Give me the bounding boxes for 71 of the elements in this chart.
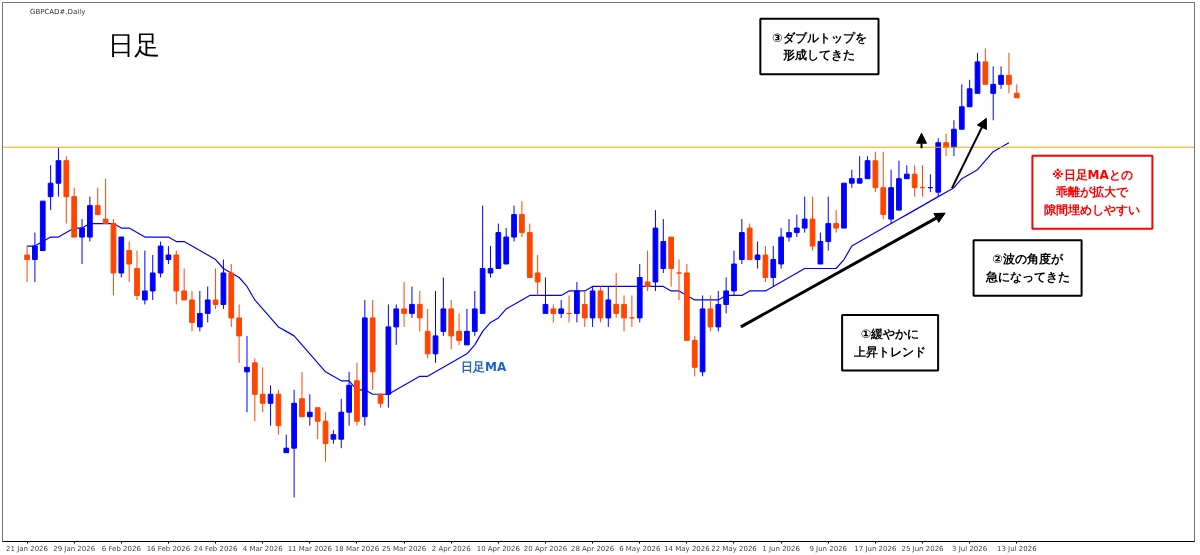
candlestick — [990, 65, 997, 121]
candlestick — [833, 209, 839, 234]
candlestick — [793, 214, 800, 238]
candlestick — [471, 290, 478, 337]
candlestick — [519, 200, 525, 238]
text: ※日足MAとの乖離が拡大で隙間埋めしやすい — [1044, 167, 1141, 217]
candlestick — [605, 285, 612, 328]
candlestick — [197, 290, 203, 332]
candlestick — [55, 146, 62, 198]
candlestick — [322, 411, 329, 463]
candlestick — [943, 133, 949, 157]
candlestick — [958, 83, 965, 130]
candlestick — [236, 303, 242, 364]
candlestick — [416, 290, 423, 332]
candlestick — [204, 285, 211, 323]
candlestick — [817, 232, 824, 265]
candlestick — [864, 155, 871, 180]
annotation: ②波の角度が急になってきた — [984, 252, 1070, 284]
candlestick — [707, 294, 714, 332]
candlestick — [189, 290, 195, 332]
candlestick — [801, 196, 808, 234]
candlestick — [102, 178, 109, 225]
series-label: 日足MA — [461, 359, 507, 374]
candlestick — [511, 205, 517, 243]
candlestick — [951, 119, 957, 157]
candlestick — [299, 371, 305, 418]
candlestick — [456, 312, 462, 346]
candlestick — [393, 303, 400, 346]
candlestick — [762, 245, 769, 283]
candlestick — [1006, 52, 1012, 94]
annotation: ③ダブルトップを形成してきた — [772, 30, 867, 63]
candlestick — [911, 164, 918, 198]
chart-title: 日足 — [107, 30, 160, 61]
candlestick — [723, 276, 729, 314]
candlestick — [982, 47, 989, 85]
candlestick — [126, 241, 133, 283]
candlestick — [306, 393, 313, 427]
candlestick — [754, 241, 761, 270]
candlestick — [825, 196, 832, 252]
candlestick — [715, 290, 722, 332]
candlestick — [621, 294, 627, 332]
candlestick — [613, 272, 620, 319]
candlestick — [581, 290, 588, 328]
candlestick — [32, 232, 38, 283]
candlestick — [181, 268, 187, 301]
candlestick — [94, 187, 101, 216]
candlestick — [314, 407, 321, 440]
candlestick — [574, 281, 580, 323]
candlestick — [644, 250, 651, 292]
candlestick — [244, 335, 250, 413]
candlestick — [998, 65, 1004, 90]
candlestick — [534, 254, 541, 296]
candlestick — [24, 245, 30, 283]
candlestick — [212, 268, 219, 310]
annotation: ①緩やかに上昇トレンド — [853, 327, 927, 359]
candlestick — [149, 254, 156, 301]
candlestick — [432, 290, 439, 364]
candlestick — [267, 384, 274, 427]
candlestick — [440, 276, 447, 337]
candlestick — [856, 155, 863, 184]
candlestick — [409, 285, 415, 319]
candlestick — [786, 218, 792, 243]
candlestick — [47, 164, 54, 211]
candlestick — [401, 281, 407, 328]
candlestick — [770, 245, 777, 287]
candlestick — [542, 276, 549, 314]
candlestick — [464, 308, 470, 346]
candlestick — [424, 308, 431, 359]
candlestick — [79, 218, 85, 265]
candlestick — [142, 250, 148, 305]
candlestick — [259, 366, 266, 413]
